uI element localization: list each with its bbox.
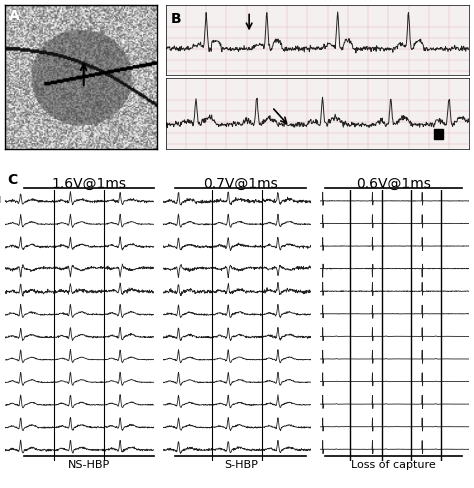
Text: Loss of capture: Loss of capture bbox=[351, 460, 436, 470]
Text: 0.7V@1ms: 0.7V@1ms bbox=[203, 177, 278, 191]
Text: B: B bbox=[171, 12, 181, 26]
Text: A: A bbox=[9, 9, 20, 23]
Text: C: C bbox=[7, 173, 18, 187]
Text: NS-HBP: NS-HBP bbox=[68, 460, 110, 470]
Text: 0.6V@1ms: 0.6V@1ms bbox=[356, 177, 431, 191]
Bar bbox=[434, 129, 443, 139]
Text: S-HBP: S-HBP bbox=[224, 460, 258, 470]
Text: 1.6V@1ms: 1.6V@1ms bbox=[52, 177, 127, 191]
